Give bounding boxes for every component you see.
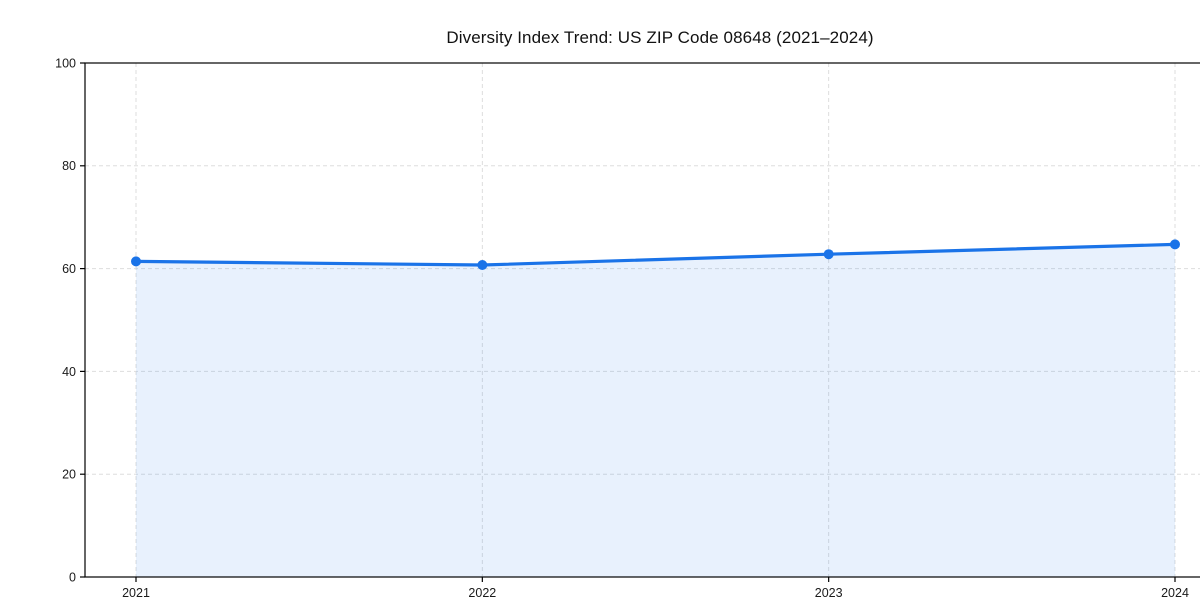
x-tick-label-2024: 2024 (1161, 586, 1189, 600)
y-tick-label-40: 40 (62, 365, 76, 379)
area-fill (136, 244, 1175, 577)
y-axis: 0 20 40 60 80 100 (55, 56, 85, 584)
x-tick-label-2022: 2022 (468, 586, 496, 600)
y-tick-label-60: 60 (62, 262, 76, 276)
trend-line (134, 242, 1177, 267)
y-tick-label-100: 100 (55, 56, 76, 70)
x-axis: 2021 2022 2023 2024 (122, 577, 1189, 600)
y-tick-label-20: 20 (62, 468, 76, 482)
data-point-2021 (131, 256, 141, 267)
y-tick-label-80: 80 (62, 159, 76, 173)
data-points (131, 239, 1180, 270)
data-point-2024 (1170, 239, 1180, 250)
diversity-index-chart: Diversity Index Trend: US ZIP Code 08648… (40, 16, 1200, 600)
data-point-2023 (823, 249, 834, 260)
chart-canvas: 0 20 40 60 80 100 2021 2022 2023 2024 (55, 56, 1200, 600)
y-tick-label-0: 0 (69, 570, 76, 584)
plot-border (84, 62, 1200, 578)
grid (85, 63, 1200, 577)
x-tick-label-2021: 2021 (122, 586, 150, 600)
x-tick-label-2023: 2023 (815, 586, 843, 600)
data-point-2022 (477, 260, 488, 270)
chart-title: Diversity Index Trend: US ZIP Code 08648… (446, 28, 874, 47)
